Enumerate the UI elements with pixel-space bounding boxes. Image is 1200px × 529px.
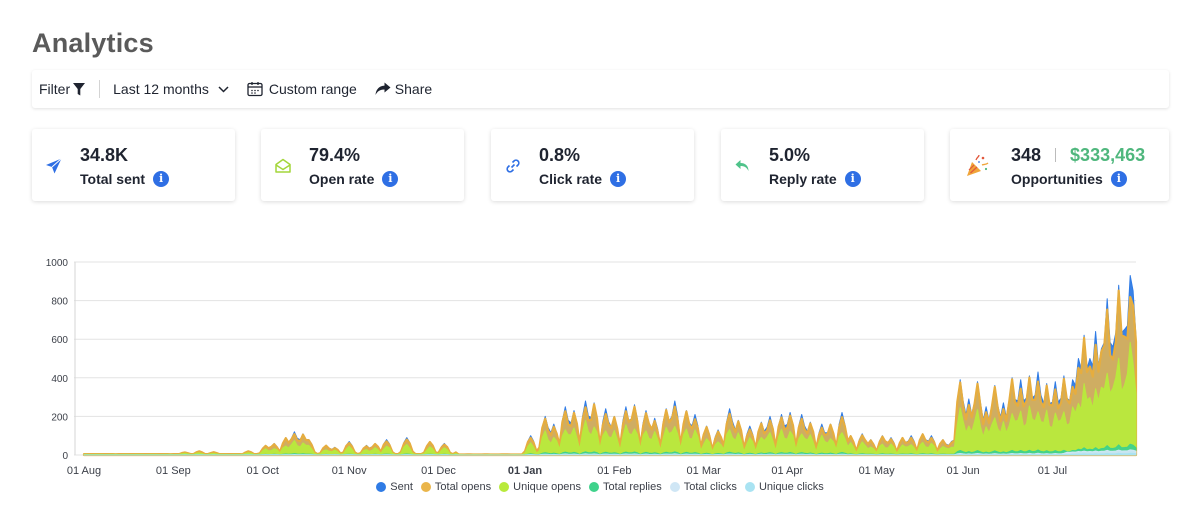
info-icon[interactable]: i <box>382 171 399 187</box>
y-tick-label: 600 <box>51 335 68 346</box>
reply-rate-label-row: Reply rate i <box>769 171 861 187</box>
party-popper-icon <box>964 153 990 179</box>
x-tick-label: 01 Mar <box>687 465 722 477</box>
y-tick-label: 800 <box>51 297 68 308</box>
share-label: Share <box>394 81 433 97</box>
legend-label: Unique clicks <box>758 481 824 493</box>
stat-card-opportunities: 348 $333,463 Opportunities i <box>950 129 1169 201</box>
x-tick-label: 01 Jul <box>1038 465 1067 477</box>
opportunities-count: 348 <box>1011 145 1042 165</box>
click-rate-label-row: Click rate i <box>539 171 627 187</box>
value-divider <box>1055 148 1057 162</box>
stat-card-open-rate: 79.4% Open rate i <box>261 129 464 201</box>
info-icon[interactable]: i <box>1110 171 1127 187</box>
reply-rate-value: 5.0% <box>769 145 811 165</box>
legend-item-total-clicks[interactable]: Total clicks <box>669 481 737 493</box>
opportunities-label: Opportunities <box>1011 171 1103 187</box>
link-icon <box>504 157 522 175</box>
legend-swatch <box>744 482 755 492</box>
info-icon[interactable]: i <box>153 171 170 187</box>
share-icon <box>375 82 391 96</box>
series-unique-opens <box>83 341 1137 456</box>
open-rate-value: 79.4% <box>309 145 361 165</box>
open-envelope-icon <box>274 157 292 175</box>
custom-range-button[interactable]: Custom range <box>247 81 357 97</box>
y-tick-label: 400 <box>51 374 68 385</box>
chart-legend: Sent Total opens Unique opens Total replies… <box>0 481 1200 493</box>
y-tick-label: 1000 <box>46 258 69 269</box>
legend-swatch <box>420 482 431 492</box>
legend-swatch <box>499 482 510 492</box>
toolbar-divider <box>99 80 101 98</box>
x-tick-label: 01 Sep <box>156 465 191 477</box>
calendar-icon <box>247 81 263 97</box>
click-rate-value: 0.8% <box>539 145 581 165</box>
legend-item-sent[interactable]: Sent <box>376 481 413 493</box>
total-sent-value: 34.8K <box>80 145 129 165</box>
opportunities-label-row: Opportunities i <box>1011 171 1127 187</box>
x-tick-label: 01 Apr <box>771 465 803 477</box>
custom-range-label: Custom range <box>268 81 357 97</box>
share-button[interactable]: Share <box>375 81 432 97</box>
reply-rate-label: Reply rate <box>769 171 837 187</box>
legend-swatch <box>669 482 680 492</box>
legend-label: Total clicks <box>683 481 737 493</box>
legend-swatch <box>589 482 600 492</box>
info-icon[interactable]: i <box>844 171 861 187</box>
click-rate-label: Click rate <box>539 171 603 187</box>
stat-card-total-sent: 34.8K Total sent i <box>32 129 235 201</box>
legend-label: Total opens <box>434 481 492 493</box>
opportunities-amount: $333,463 <box>1070 145 1146 165</box>
chevron-down-icon <box>218 85 229 93</box>
y-tick-label: 200 <box>51 412 68 423</box>
x-tick-label: 01 Feb <box>597 465 631 477</box>
page-title: Analytics <box>32 28 154 58</box>
paper-plane-icon <box>45 157 63 175</box>
legend-label: Total replies <box>603 481 662 493</box>
legend-swatch <box>376 482 387 492</box>
legend-label: Unique opens <box>513 481 582 493</box>
reply-icon <box>734 157 752 175</box>
x-tick-label: 01 Nov <box>332 465 367 477</box>
opportunities-value-row: 348 $333,463 <box>1011 145 1145 166</box>
stat-card-click-rate: 0.8% Click rate i <box>491 129 694 201</box>
y-tick-label: 0 <box>62 451 68 462</box>
x-tick-label: 01 Aug <box>67 465 101 477</box>
analytics-area-chart: 1000 800 600 400 200 0 01 Aug 01 Sep 01 Oct 01 No… <box>46 258 1138 477</box>
total-sent-label-row: Total sent i <box>80 171 170 187</box>
filter-button[interactable]: Filter <box>39 81 86 97</box>
stat-card-reply-rate: 5.0% Reply rate i <box>721 129 924 201</box>
date-range-dropdown[interactable]: Last 12 months <box>113 81 229 97</box>
filter-label: Filter <box>39 81 71 97</box>
date-range-label: Last 12 months <box>113 81 209 97</box>
total-sent-label: Total sent <box>80 171 146 187</box>
x-tick-label: 01 Jun <box>947 465 980 477</box>
legend-item-unique-clicks[interactable]: Unique clicks <box>744 481 824 493</box>
info-icon[interactable]: i <box>610 171 627 187</box>
legend-item-total-replies[interactable]: Total replies <box>589 481 662 493</box>
x-tick-label: 01 May <box>859 465 896 477</box>
legend-item-unique-opens[interactable]: Unique opens <box>499 481 581 493</box>
funnel-icon <box>73 82 86 96</box>
x-tick-label: 01 Dec <box>421 465 456 477</box>
legend-label: Sent <box>390 481 413 493</box>
x-tick-label: 01 Oct <box>246 465 278 477</box>
open-rate-label-row: Open rate i <box>309 171 399 187</box>
open-rate-label: Open rate <box>309 171 375 187</box>
toolbar: Filter Last 12 months Custom range Share <box>32 70 1169 108</box>
series-unique-clicks <box>83 452 1137 456</box>
x-tick-label: 01 Jan <box>508 465 543 477</box>
legend-item-total-opens[interactable]: Total opens <box>420 481 492 493</box>
